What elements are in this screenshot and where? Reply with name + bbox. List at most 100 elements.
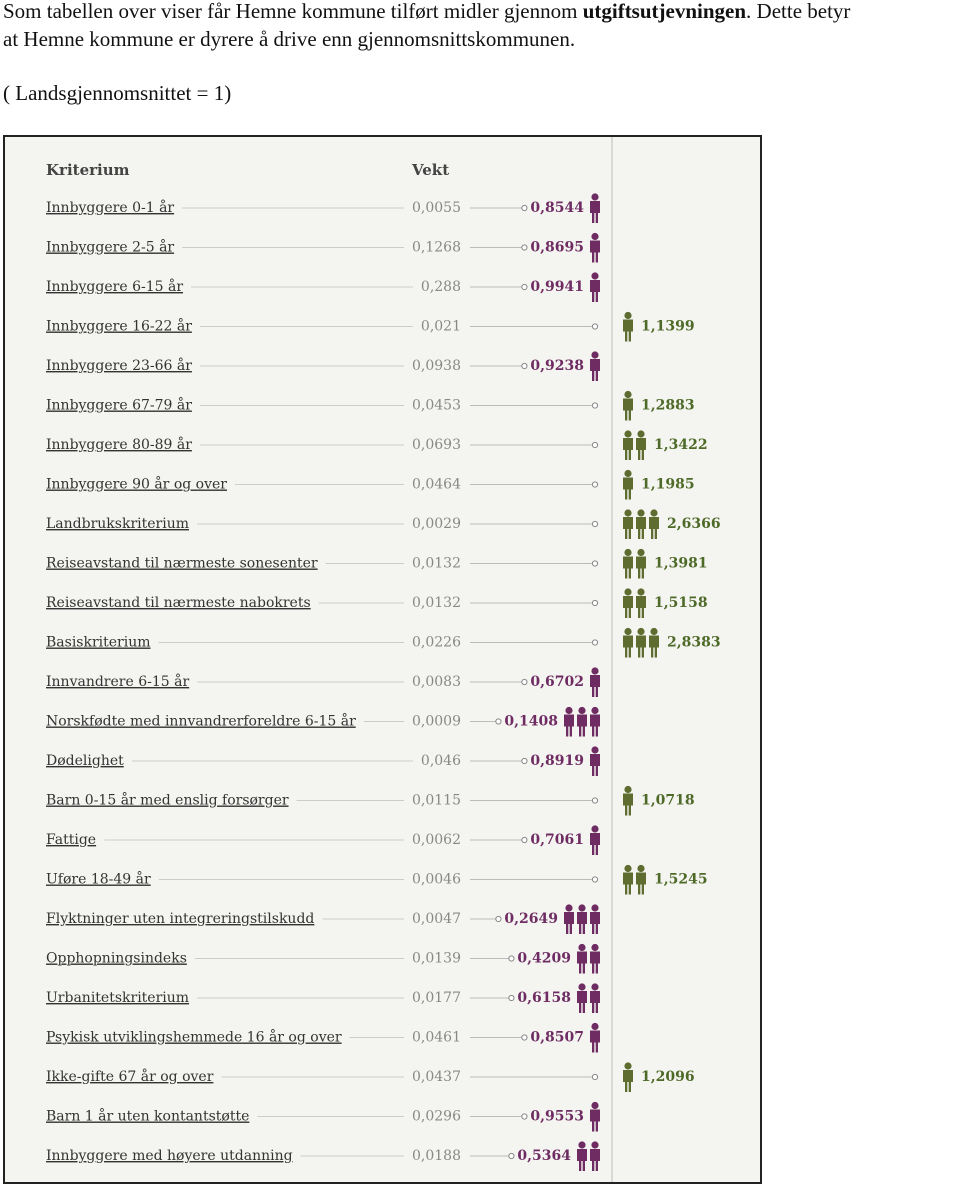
criterion-link: Innbyggere 23-66 år	[46, 357, 192, 374]
icon-body	[590, 675, 600, 697]
icon-body	[577, 991, 587, 1013]
icon-head	[650, 627, 658, 636]
icon-head	[578, 943, 586, 952]
weight: 0,0009	[412, 714, 461, 730]
criterion-link: Fattige	[46, 832, 96, 848]
person-icon	[577, 1141, 587, 1171]
icon-head	[591, 746, 599, 754]
icon-body	[649, 517, 659, 539]
marker	[508, 955, 515, 962]
marker	[591, 520, 599, 528]
person-icon	[623, 627, 633, 658]
index-value: 0,6702	[530, 674, 584, 690]
icon-body	[577, 912, 587, 934]
icon-head	[624, 469, 632, 478]
criterion-link: Innbyggere 16-22 år	[46, 318, 192, 335]
icon-head	[624, 1062, 632, 1070]
icon-head	[637, 509, 645, 517]
icon-body	[590, 1109, 600, 1132]
icon-head	[591, 983, 599, 991]
marker	[521, 204, 528, 212]
person-icon	[590, 983, 600, 1013]
marker	[591, 639, 599, 646]
person-icon	[590, 825, 600, 855]
criterion-link: Psykisk utviklingshemmede 16 år og over	[46, 1029, 342, 1046]
marker	[591, 481, 599, 488]
marker	[591, 599, 599, 607]
icon-head	[578, 904, 586, 912]
criterion-link: Innbyggere med høyere utdanning	[46, 1148, 293, 1164]
icon-head	[624, 588, 632, 596]
index-value: 1,3981	[654, 556, 708, 572]
person-icon	[590, 904, 600, 934]
icon-head	[650, 509, 658, 517]
person-icon	[636, 548, 646, 579]
marker	[495, 718, 502, 725]
icon-body	[636, 438, 646, 460]
marker	[521, 757, 528, 765]
index-value: 0,6158	[517, 990, 571, 1006]
marker	[521, 836, 528, 844]
icon-head	[591, 272, 599, 280]
person-icon	[636, 864, 646, 895]
header: Vekt	[411, 161, 449, 179]
person-icon	[623, 785, 633, 816]
weight: 0,0461	[412, 1030, 461, 1046]
weight: 0,0938	[412, 358, 461, 374]
index-value: 0,8695	[530, 240, 584, 256]
header: Kriterium	[46, 161, 130, 179]
icon-body	[623, 398, 633, 421]
person-icon	[623, 1062, 633, 1092]
weight: 0,0055	[412, 200, 461, 216]
icon-body	[590, 951, 600, 974]
index-value: 0,9238	[530, 358, 584, 374]
icon-body	[590, 240, 600, 263]
index-value: 1,5158	[654, 595, 708, 611]
icon-head	[591, 1141, 599, 1149]
icon-head	[591, 193, 599, 201]
icon-body	[636, 872, 646, 895]
icon-head	[624, 627, 632, 636]
icon-body	[623, 872, 633, 895]
icon-head	[565, 706, 573, 715]
index-value: 0,8507	[530, 1030, 584, 1046]
person-icon	[636, 430, 646, 460]
index-value: 1,3422	[654, 437, 708, 453]
person-icon	[590, 667, 600, 697]
icon-body	[590, 833, 600, 855]
index-value: 1,2883	[641, 398, 695, 414]
criterion-link: Uføre 18-49 år	[46, 871, 151, 888]
weight: 0,0062	[412, 832, 461, 848]
table-box	[3, 135, 762, 1184]
marker	[591, 560, 599, 567]
person-icon	[590, 1022, 600, 1053]
weight: 0,0139	[412, 951, 461, 967]
weight: 0,0693	[412, 437, 461, 453]
person-icon	[649, 627, 659, 658]
intro-bold: utgiftsutjevningen	[583, 0, 747, 23]
icon-body	[636, 635, 646, 658]
icon-head	[591, 1101, 599, 1110]
icon-body	[623, 1070, 633, 1092]
icon-body	[623, 556, 633, 579]
marker	[495, 915, 502, 923]
person-icon	[623, 588, 633, 618]
icon-head	[591, 825, 599, 833]
criterion-link: Reiseavstand til nærmeste nabokrets	[46, 595, 311, 611]
criterion-link: Barn 0-15 år med enslig forsørger	[46, 792, 289, 809]
icon-body	[623, 438, 633, 460]
weight: 0,0047	[412, 911, 461, 927]
weight: 0,0437	[412, 1069, 461, 1085]
weight: 0,1268	[412, 240, 461, 256]
criterion-link: Innbyggere 67-79 år	[46, 397, 192, 414]
icon-head	[591, 1022, 599, 1031]
icon-head	[591, 667, 599, 675]
weight: 0,021	[421, 319, 461, 335]
person-icon	[590, 272, 600, 302]
icon-head	[637, 430, 645, 438]
index-value: 0,8544	[530, 200, 584, 216]
marker	[508, 994, 515, 1002]
icon-head	[624, 311, 632, 320]
person-icon	[590, 1141, 600, 1171]
